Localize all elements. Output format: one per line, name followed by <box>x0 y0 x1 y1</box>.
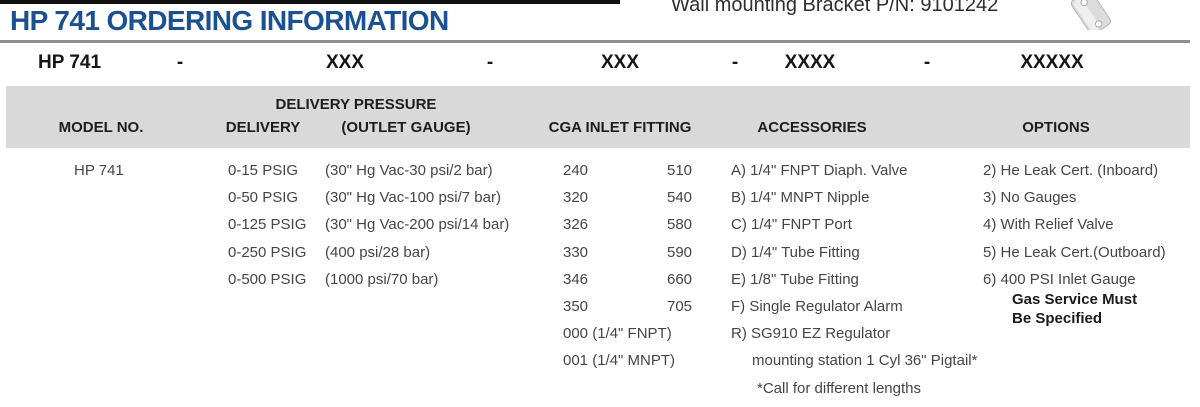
accessory-item: D) 1/4" Tube Fitting <box>731 243 860 261</box>
outlet-gauge-column: (30" Hg Vac-30 psi/2 bar) (30" Hg Vac-10… <box>325 157 509 293</box>
column-header-accessories: ACCESSORIES <box>757 119 867 136</box>
cga-value: 705 <box>667 298 693 316</box>
model-no-cell: HP 741 <box>74 162 124 179</box>
cga-value: 660 <box>667 270 693 288</box>
column-header-outlet-gauge: (OUTLET GAUGE) <box>341 119 471 136</box>
delivery-value: 0-250 PSIG <box>228 243 307 261</box>
gas-service-note-line: Gas Service Must <box>1012 291 1138 308</box>
cga-value: 326 <box>563 216 589 234</box>
gas-service-note-line: Be Specified <box>1012 310 1103 327</box>
cga-value: 510 <box>667 162 693 179</box>
column-header-options: OPTIONS <box>1022 119 1090 136</box>
cga-value: 001 (1/4" MNPT) <box>563 352 676 370</box>
cga-inlet-fitting-column-1: 240 320 326 330 346 350 000 (1/4" FNPT) … <box>563 157 675 375</box>
accessory-footnote: *Call for different lengths <box>757 379 921 397</box>
ordering-code-segment: XXX <box>600 52 640 73</box>
table-header-band: DELIVERY PRESSURE MODEL NO. DELIVERY (OU… <box>6 86 1190 148</box>
option-item: 5) He Leak Cert.(Outboard) <box>983 243 1166 261</box>
ordering-code-model: HP 741 <box>38 52 102 73</box>
option-item: 2) He Leak Cert. (Inboard) <box>983 162 1159 179</box>
delivery-value: 0-50 PSIG <box>228 189 299 207</box>
accessory-item-continuation: mounting station 1 Cyl 36" Pigtail* <box>752 352 978 370</box>
ordering-code-dash: - <box>176 52 184 73</box>
delivery-value: 0-500 PSIG <box>228 270 307 288</box>
cga-inlet-fitting-column-2: 510 540 580 590 660 705 <box>667 157 692 320</box>
delivery-column: 0-15 PSIG 0-50 PSIG 0-125 PSIG 0-250 PSI… <box>228 157 306 293</box>
column-header-cga-inlet-fitting: CGA INLET FITTING <box>548 119 692 136</box>
cga-value: 350 <box>563 298 589 316</box>
option-item: 6) 400 PSI Inlet Gauge <box>983 270 1136 288</box>
option-item: 4) With Relief Valve <box>983 216 1114 234</box>
ordering-code-row: HP 741 - XXX - XXX - XXXX - XXXXX <box>0 52 1200 80</box>
column-header-delivery: DELIVERY <box>225 119 301 136</box>
accessory-item: R) SG910 EZ Regulator <box>731 325 891 343</box>
options-column: 2) He Leak Cert. (Inboard) 3) No Gauges … <box>983 157 1166 293</box>
gas-service-note: Gas Service Must Be Specified <box>1012 290 1137 328</box>
wall-bracket-icon <box>1070 0 1111 30</box>
column-header-model-no: MODEL NO. <box>58 119 144 136</box>
cga-value: 590 <box>667 243 693 261</box>
ordering-code-segment: XXXX <box>784 52 836 73</box>
outlet-gauge-value: (30" Hg Vac-200 psi/14 bar) <box>325 216 510 234</box>
accessory-item: E) 1/8" Tube Fitting <box>731 270 859 288</box>
ordering-code-dash: - <box>486 52 494 73</box>
outlet-gauge-value: (400 psi/28 bar) <box>325 243 431 261</box>
cga-value: 346 <box>563 270 589 288</box>
cga-value: 330 <box>563 243 589 261</box>
ordering-code-dash: - <box>923 52 931 73</box>
cga-value: 240 <box>563 162 589 179</box>
delivery-value: 0-125 PSIG <box>228 216 307 234</box>
accessory-item: C) 1/4" FNPT Port <box>731 216 852 234</box>
cga-value: 580 <box>667 216 693 234</box>
outlet-gauge-value: (30" Hg Vac-100 psi/7 bar) <box>325 189 501 207</box>
accessory-item: A) 1/4" FNPT Diaph. Valve <box>731 162 908 179</box>
wall-bracket-note: Wall mounting Bracket P/N: 9101242 <box>671 0 999 16</box>
outlet-gauge-value: (30" Hg Vac-30 psi/2 bar) <box>325 162 493 179</box>
page-title: HP 741 ORDERING INFORMATION <box>10 5 449 36</box>
outlet-gauge-value: (1000 psi/70 bar) <box>325 270 439 288</box>
cga-value: 320 <box>563 189 589 207</box>
cga-value: 000 (1/4" FNPT) <box>563 325 672 343</box>
column-header-delivery-pressure: DELIVERY PRESSURE <box>275 96 437 113</box>
option-item: 3) No Gauges <box>983 189 1077 207</box>
cga-value: 540 <box>667 189 693 207</box>
title-divider <box>0 40 1190 43</box>
accessories-column: A) 1/4" FNPT Diaph. Valve B) 1/4" MNPT N… <box>731 157 977 402</box>
accessory-item: B) 1/4" MNPT Nipple <box>731 189 870 207</box>
ordering-code-dash: - <box>731 52 739 73</box>
top-edge-bar <box>0 0 620 4</box>
accessory-item: F) Single Regulator Alarm <box>731 298 903 316</box>
ordering-code-segment: XXXXX <box>1020 52 1084 73</box>
delivery-value: 0-15 PSIG <box>228 162 299 179</box>
ordering-code-segment: XXX <box>325 52 365 73</box>
